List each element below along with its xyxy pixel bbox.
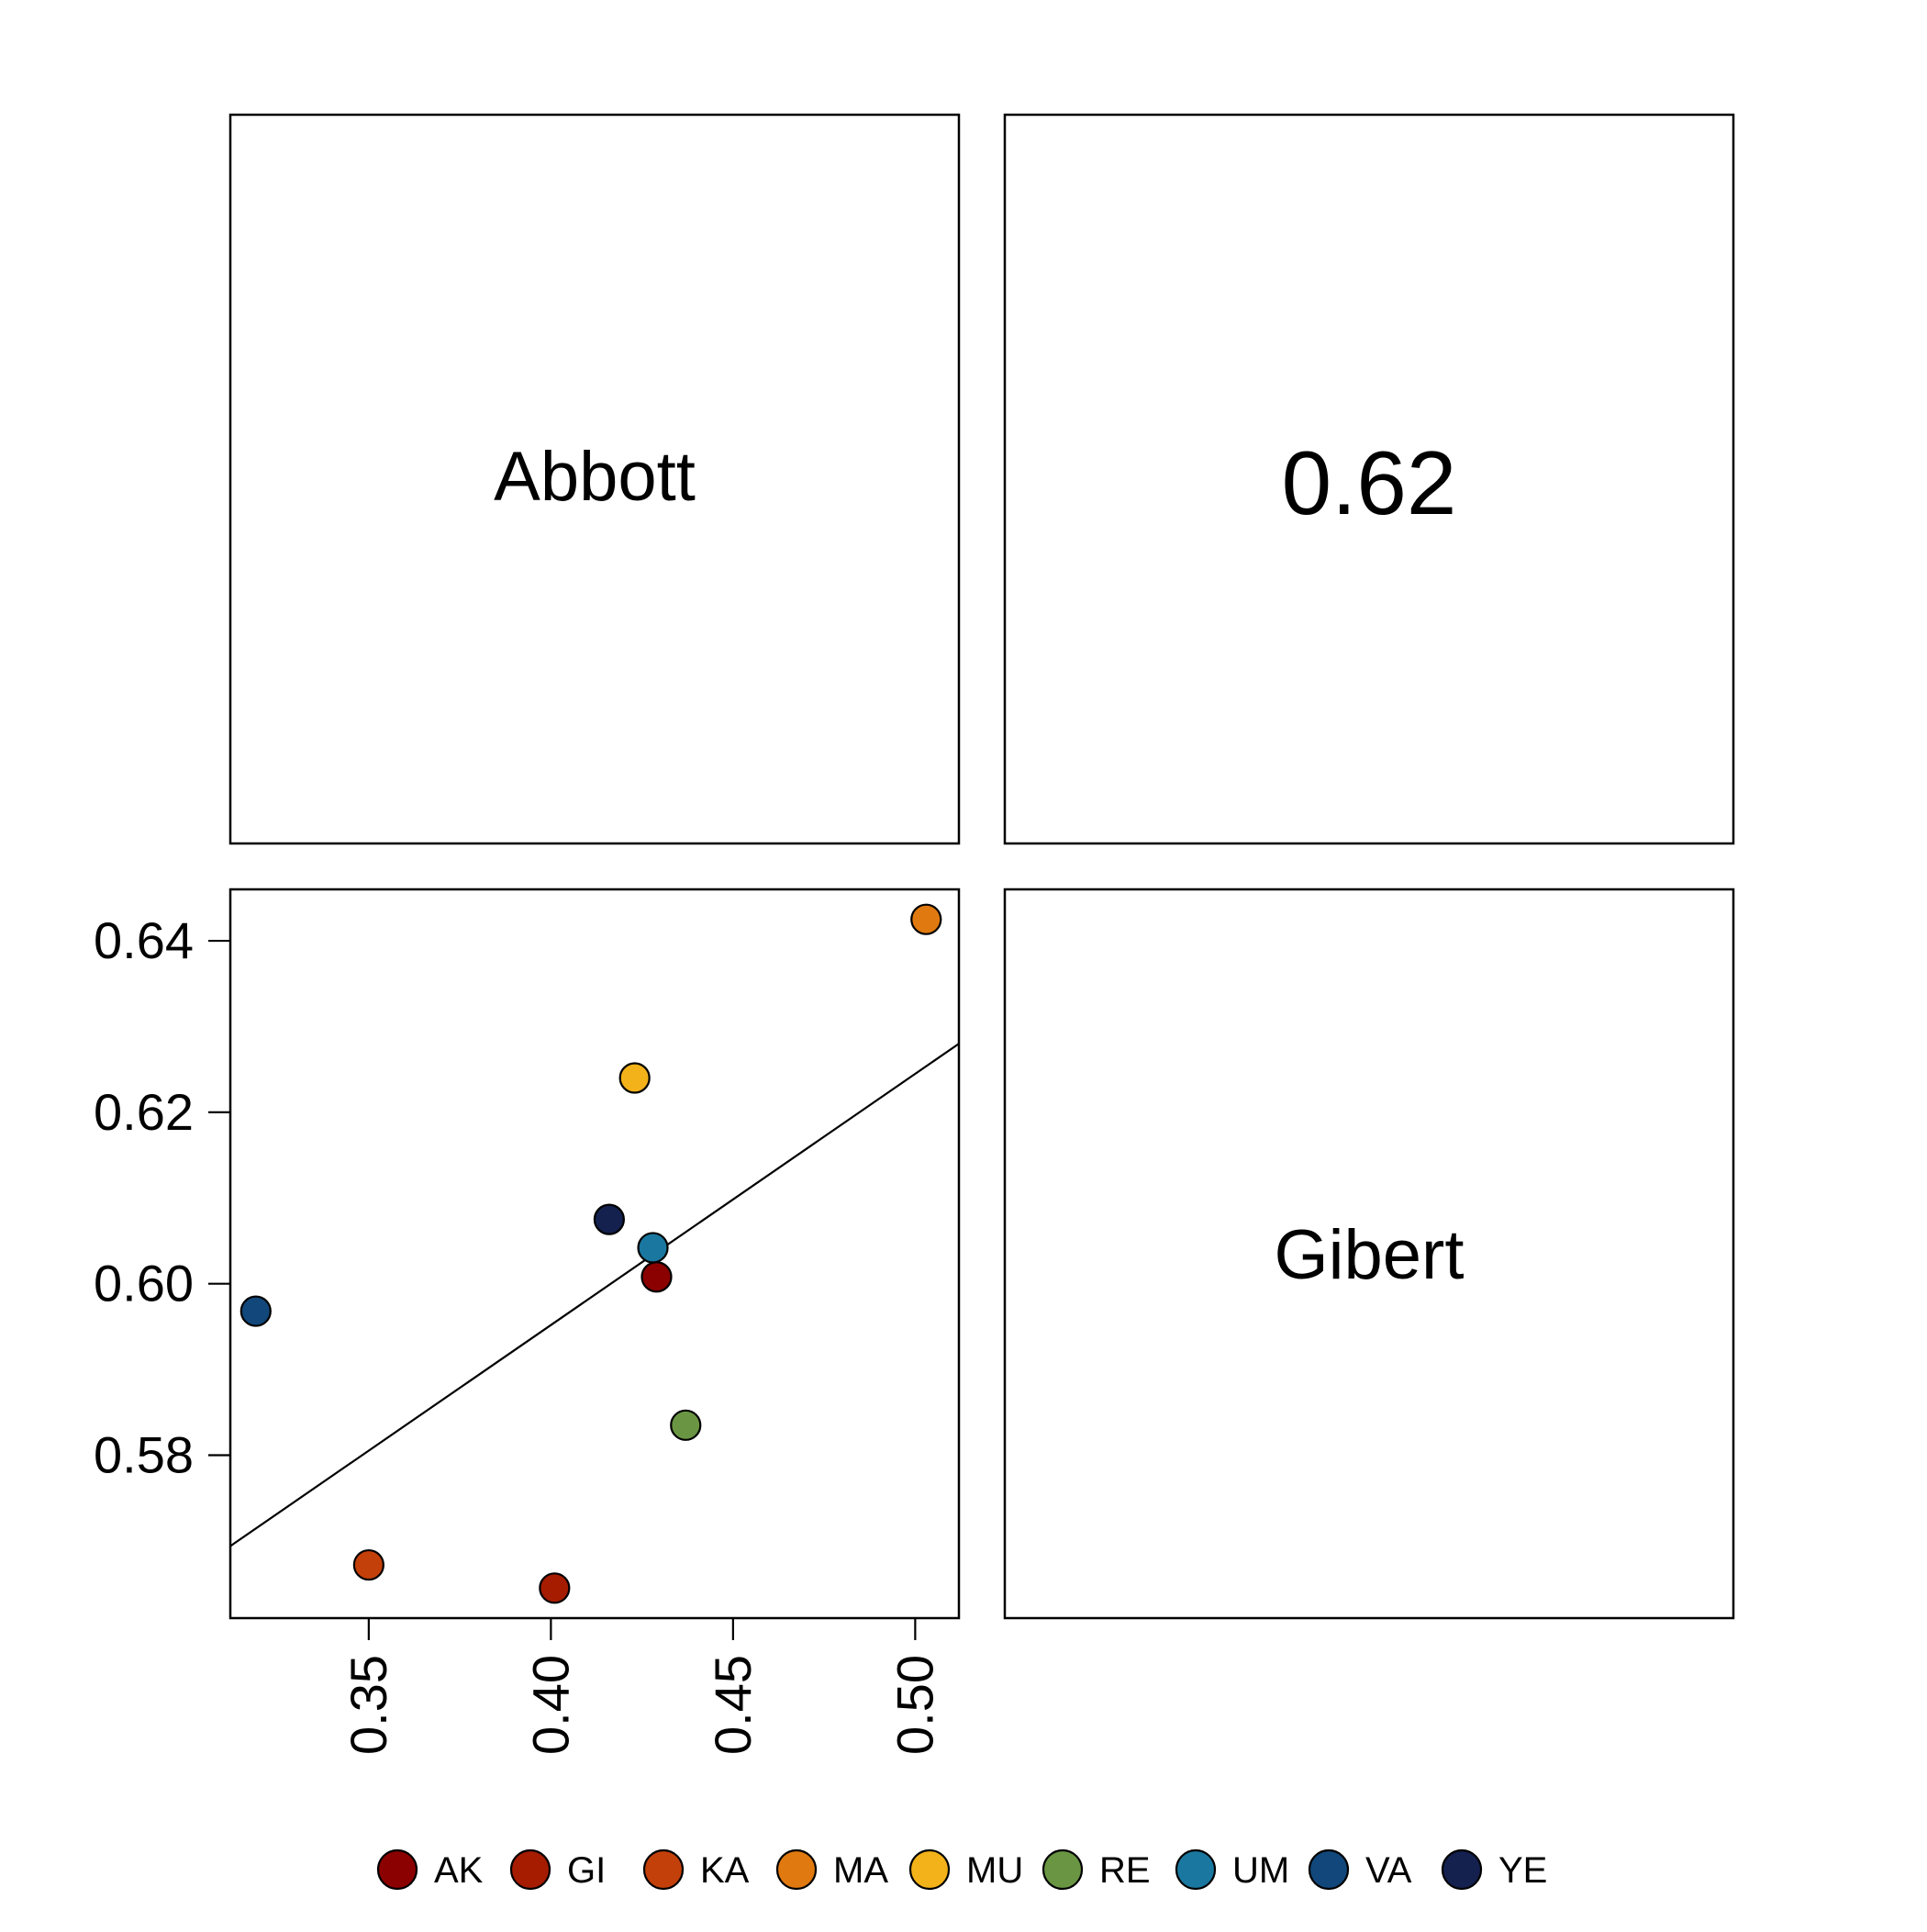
legend-swatch-ye [1441, 1848, 1483, 1891]
legend-label-gi: GI [567, 1850, 606, 1891]
y-tick-label: 0.64 [94, 911, 194, 969]
scatter-layer [230, 903, 959, 1604]
legend: AK GI KA MA MU RE UM VA YE [376, 1848, 1547, 1891]
legend-swatch-mu [908, 1848, 951, 1891]
point-re [670, 1409, 702, 1441]
legend-swatch-um [1175, 1848, 1217, 1891]
correlation-value: 0.62 [1282, 432, 1457, 533]
legend-label-ka: KA [700, 1850, 750, 1891]
legend-swatch-ak [376, 1848, 418, 1891]
regression-line [230, 1043, 959, 1547]
x-axis: 0.35 0.40 0.45 0.50 [340, 1618, 943, 1755]
legend-label-va: VA [1365, 1850, 1412, 1891]
variable-label-abbott: Abbott [494, 438, 696, 516]
point-ma [910, 903, 942, 935]
point-mu [618, 1062, 651, 1094]
x-tick-label: 0.45 [704, 1655, 762, 1755]
point-gi [539, 1572, 571, 1604]
legend-label-re: RE [1099, 1850, 1151, 1891]
y-tick-label: 0.60 [94, 1255, 194, 1312]
legend-label-um: UM [1232, 1850, 1289, 1891]
point-ak [640, 1261, 673, 1293]
legend-label-ma: MA [833, 1850, 888, 1891]
y-axis: 0.58 0.60 0.62 0.64 [94, 911, 230, 1484]
legend-swatch-gi [509, 1848, 551, 1891]
y-tick-label: 0.62 [94, 1083, 194, 1141]
panel-diagonal-abbott [228, 113, 961, 845]
x-tick-label: 0.40 [521, 1655, 579, 1755]
legend-label-mu: MU [966, 1850, 1023, 1891]
point-um [637, 1232, 669, 1264]
panel-correlation [1003, 113, 1735, 845]
point-va [239, 1295, 272, 1327]
point-ka [352, 1548, 384, 1581]
legend-label-ak: AK [434, 1850, 484, 1891]
legend-swatch-va [1308, 1848, 1350, 1891]
y-tick-label: 0.58 [94, 1426, 194, 1484]
legend-swatch-ma [775, 1848, 818, 1891]
panel-diagonal-gibert [1003, 888, 1735, 1620]
x-tick-label: 0.35 [340, 1655, 397, 1755]
legend-swatch-ka [642, 1848, 685, 1891]
x-tick-label: 0.50 [886, 1655, 943, 1755]
variable-label-gibert: Gibert [1275, 1216, 1465, 1294]
legend-label-ye: YE [1498, 1850, 1547, 1891]
panel-scatter [228, 888, 961, 1620]
legend-swatch-re [1041, 1848, 1084, 1891]
point-ye [593, 1203, 625, 1235]
